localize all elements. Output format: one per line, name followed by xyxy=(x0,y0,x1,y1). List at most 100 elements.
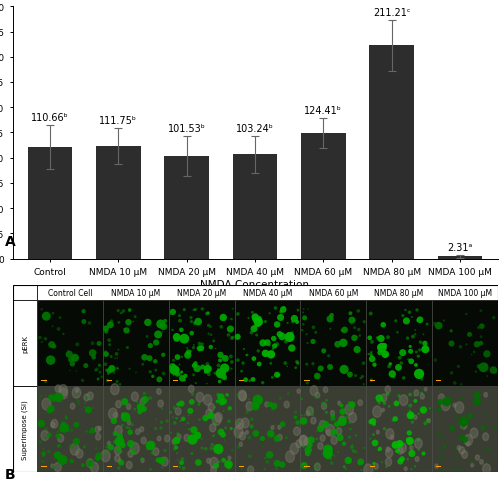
Point xyxy=(176,417,184,425)
Point xyxy=(103,443,111,451)
Point xyxy=(276,308,284,316)
Point xyxy=(477,333,485,341)
Point xyxy=(172,335,180,343)
Point xyxy=(66,367,74,375)
Point xyxy=(178,368,186,376)
Point xyxy=(336,434,344,441)
Point xyxy=(374,334,382,342)
Point xyxy=(172,442,179,450)
Point xyxy=(262,454,270,462)
Point xyxy=(192,306,200,314)
Point xyxy=(172,437,180,444)
Point xyxy=(382,351,390,359)
Point xyxy=(172,414,180,422)
Circle shape xyxy=(316,393,320,398)
Point xyxy=(270,342,278,350)
Circle shape xyxy=(314,463,320,471)
Point xyxy=(380,399,388,407)
Point xyxy=(184,348,192,356)
Point xyxy=(67,443,75,451)
Circle shape xyxy=(86,459,94,468)
Point xyxy=(108,365,116,373)
Point xyxy=(255,361,263,368)
Bar xyxy=(300,386,366,472)
Circle shape xyxy=(110,384,119,395)
Point xyxy=(180,335,188,343)
Point xyxy=(412,348,420,356)
Point xyxy=(172,444,180,452)
Point xyxy=(190,341,198,349)
Point xyxy=(324,452,332,460)
Point xyxy=(107,353,115,361)
Circle shape xyxy=(311,417,316,424)
Circle shape xyxy=(188,385,194,393)
Point xyxy=(262,350,270,358)
Text: Superimpose (SI): Superimpose (SI) xyxy=(22,399,28,459)
Point xyxy=(478,322,486,330)
Point xyxy=(412,397,420,405)
Point xyxy=(176,312,184,320)
Point xyxy=(458,424,466,432)
Point xyxy=(454,363,462,370)
Point xyxy=(185,425,193,433)
Point xyxy=(234,333,241,341)
Circle shape xyxy=(246,402,253,411)
Point xyxy=(50,343,58,350)
Point xyxy=(438,453,446,461)
Point xyxy=(312,435,320,443)
Point xyxy=(482,421,490,428)
Circle shape xyxy=(290,443,298,454)
Point xyxy=(203,366,211,374)
Bar xyxy=(436,380,441,381)
Circle shape xyxy=(376,430,380,434)
Point xyxy=(482,361,490,369)
Point xyxy=(292,364,300,372)
Point xyxy=(214,391,222,398)
Point xyxy=(461,436,469,443)
Point xyxy=(220,436,228,444)
Point xyxy=(314,373,322,380)
Point xyxy=(396,354,404,362)
Point xyxy=(204,361,212,368)
Point xyxy=(169,413,177,421)
Circle shape xyxy=(116,401,121,408)
Point xyxy=(282,360,290,367)
Point xyxy=(326,316,334,323)
Circle shape xyxy=(336,428,342,435)
Point xyxy=(348,320,356,328)
Circle shape xyxy=(466,441,469,446)
Point xyxy=(70,440,78,448)
Circle shape xyxy=(177,434,181,439)
Point xyxy=(470,458,478,466)
Point xyxy=(178,400,186,408)
Circle shape xyxy=(212,414,221,425)
Point xyxy=(79,461,87,469)
Point xyxy=(284,363,292,371)
Point xyxy=(490,366,498,374)
Circle shape xyxy=(320,435,325,441)
Point xyxy=(242,376,250,384)
Point xyxy=(250,325,258,333)
Point xyxy=(274,372,281,379)
Point xyxy=(266,342,274,349)
Point xyxy=(322,397,330,405)
Point xyxy=(86,319,94,327)
Point xyxy=(248,309,256,317)
Point xyxy=(132,369,140,377)
Bar xyxy=(438,257,482,259)
Point xyxy=(278,330,286,338)
Point xyxy=(448,424,456,432)
Circle shape xyxy=(386,447,390,452)
Point xyxy=(68,457,76,465)
Point xyxy=(398,349,406,357)
Point xyxy=(292,408,300,416)
Point xyxy=(353,346,361,354)
Point xyxy=(217,428,225,436)
Circle shape xyxy=(482,464,490,474)
Point xyxy=(170,372,177,379)
Point xyxy=(102,449,110,457)
Point xyxy=(146,442,154,450)
Point xyxy=(158,457,166,465)
Point xyxy=(141,396,149,404)
Point xyxy=(115,319,123,327)
